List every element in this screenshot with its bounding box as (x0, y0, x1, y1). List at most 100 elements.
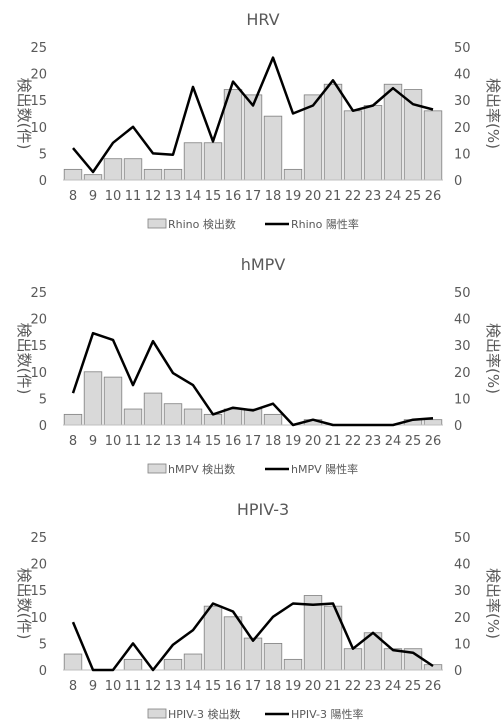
x-tick-label: 20 (305, 679, 322, 694)
x-tick-label: 17 (245, 434, 262, 449)
x-tick-label: 15 (205, 434, 222, 449)
x-tick-label: 17 (245, 189, 262, 204)
bar (163, 168, 183, 181)
x-tick-label: 10 (105, 434, 122, 449)
bar (243, 637, 263, 671)
bar (203, 142, 223, 181)
y-axis-label: 検出数(件) (15, 568, 33, 640)
legend-bar-swatch (147, 708, 167, 719)
bar (263, 115, 283, 181)
y2-tick-label: 10 (454, 637, 471, 652)
chart-title: HPIV-3 (237, 500, 289, 519)
y-tick-label: 0 (39, 419, 47, 434)
y2-tick-label: 20 (454, 611, 471, 626)
x-tick-label: 8 (69, 434, 77, 449)
bar (163, 658, 183, 671)
x-tick-label: 16 (225, 679, 242, 694)
y-tick-label: 25 (30, 41, 47, 56)
x-tick-label: 18 (265, 189, 282, 204)
chart-title: HRV (246, 10, 279, 29)
x-tick-label: 22 (345, 189, 362, 204)
legend-bar-swatch (147, 218, 167, 229)
legend-bar-label: Rhino 検出数 (168, 217, 236, 231)
y2-tick-label: 50 (454, 531, 471, 546)
legend-line-label: HPIV-3 陽性率 (291, 707, 364, 721)
bar (263, 413, 283, 426)
x-tick-label: 10 (105, 189, 122, 204)
x-tick-label: 16 (225, 434, 242, 449)
y-tick-label: 15 (30, 94, 47, 109)
y-tick-label: 15 (30, 339, 47, 354)
bar (383, 83, 403, 181)
legend: HPIV-3 検出数 HPIV-3 陽性率 (147, 707, 364, 721)
bar (343, 110, 363, 181)
legend-bar-label: HPIV-3 検出数 (168, 707, 241, 721)
y-tick-label: 25 (30, 286, 47, 301)
bar (223, 408, 243, 426)
bar (423, 110, 443, 181)
y-tick-label: 20 (30, 68, 47, 83)
bar (203, 605, 223, 671)
bar (163, 403, 183, 426)
bar (63, 653, 83, 671)
y-tick-label: 10 (30, 366, 47, 381)
x-tick-label: 26 (425, 189, 442, 204)
x-tick-label: 16 (225, 189, 242, 204)
bar (263, 642, 283, 671)
x-tick-label: 9 (89, 189, 97, 204)
x-tick-label: 13 (165, 189, 182, 204)
x-tick-label: 14 (185, 434, 202, 449)
y2-tick-label: 20 (454, 366, 471, 381)
bar (63, 168, 83, 181)
bar (143, 392, 163, 426)
y2-tick-label: 40 (454, 558, 471, 573)
x-tick-label: 8 (69, 679, 77, 694)
y2-axis-label: 検出率(%) (484, 78, 501, 149)
y2-tick-label: 50 (454, 286, 471, 301)
y-tick-label: 0 (39, 174, 47, 189)
x-tick-label: 18 (265, 434, 282, 449)
y2-tick-label: 10 (454, 392, 471, 407)
y-tick-label: 0 (39, 664, 47, 679)
x-tick-label: 18 (265, 679, 282, 694)
x-tick-label: 21 (325, 434, 342, 449)
chart-panel: HPIV-3 0 5 10 15 20 25 0 10 20 30 40 50 検出数(件) 検出率(%) 8… (15, 500, 501, 721)
x-tick-label: 14 (185, 679, 202, 694)
x-tick-label: 24 (385, 189, 402, 204)
bar (223, 616, 243, 671)
x-tick-label: 12 (145, 679, 162, 694)
x-tick-label: 25 (405, 189, 422, 204)
bar (183, 142, 203, 181)
x-tick-label: 20 (305, 434, 322, 449)
y-tick-label: 10 (30, 121, 47, 136)
bar (183, 653, 203, 671)
x-tick-label: 24 (385, 434, 402, 449)
x-tick-label: 23 (365, 434, 382, 449)
x-tick-label: 26 (425, 679, 442, 694)
y2-tick-label: 20 (454, 121, 471, 136)
legend-bar-label: hMPV 検出数 (168, 462, 235, 476)
x-tick-label: 24 (385, 679, 402, 694)
bar (363, 105, 383, 181)
bar (143, 168, 163, 181)
rate-line (71, 602, 434, 672)
y2-tick-label: 40 (454, 68, 471, 83)
legend: hMPV 検出数 hMPV 陽性率 (147, 462, 358, 476)
rate-line (71, 331, 434, 427)
x-tick-label: 12 (145, 434, 162, 449)
chart-title: hMPV (241, 255, 286, 274)
y-tick-label: 15 (30, 584, 47, 599)
x-tick-label: 11 (125, 189, 142, 204)
y-axis-label: 検出数(件) (15, 78, 33, 150)
x-tick-label: 9 (89, 679, 97, 694)
x-tick-label: 13 (165, 679, 182, 694)
x-tick-label: 11 (125, 679, 142, 694)
x-tick-label: 10 (105, 679, 122, 694)
bar (83, 371, 103, 426)
bar (343, 648, 363, 671)
x-tick-label: 25 (405, 679, 422, 694)
x-tick-label: 8 (69, 189, 77, 204)
chart-panel: HRV 0 5 10 15 20 25 0 10 20 30 40 50 検出数(件) 検出率(%) 8 9 10… (15, 10, 501, 231)
x-tick-label: 19 (285, 434, 302, 449)
